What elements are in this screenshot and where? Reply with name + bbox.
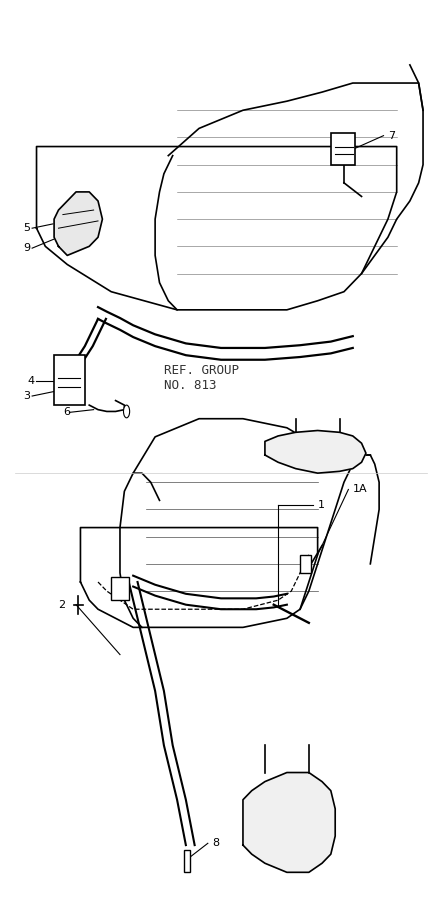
Text: 3: 3	[23, 391, 30, 401]
Text: REF. GROUP
NO. 813: REF. GROUP NO. 813	[164, 364, 239, 392]
Bar	[111, 578, 129, 601]
Bar	[54, 355, 85, 405]
Polygon shape	[54, 192, 103, 256]
Bar	[331, 133, 355, 165]
Polygon shape	[243, 773, 335, 873]
Text: 8: 8	[212, 838, 219, 848]
Bar	[300, 555, 311, 573]
Bar	[184, 850, 190, 873]
Text: 6: 6	[63, 408, 70, 418]
Text: 1: 1	[318, 500, 324, 510]
Text: 9: 9	[23, 243, 30, 253]
Circle shape	[123, 405, 130, 418]
Text: 5: 5	[23, 223, 30, 233]
Text: 2: 2	[58, 600, 65, 610]
Text: 7: 7	[388, 131, 395, 141]
Text: 4: 4	[28, 376, 35, 386]
Text: 1A: 1A	[353, 484, 367, 494]
Polygon shape	[265, 430, 366, 473]
